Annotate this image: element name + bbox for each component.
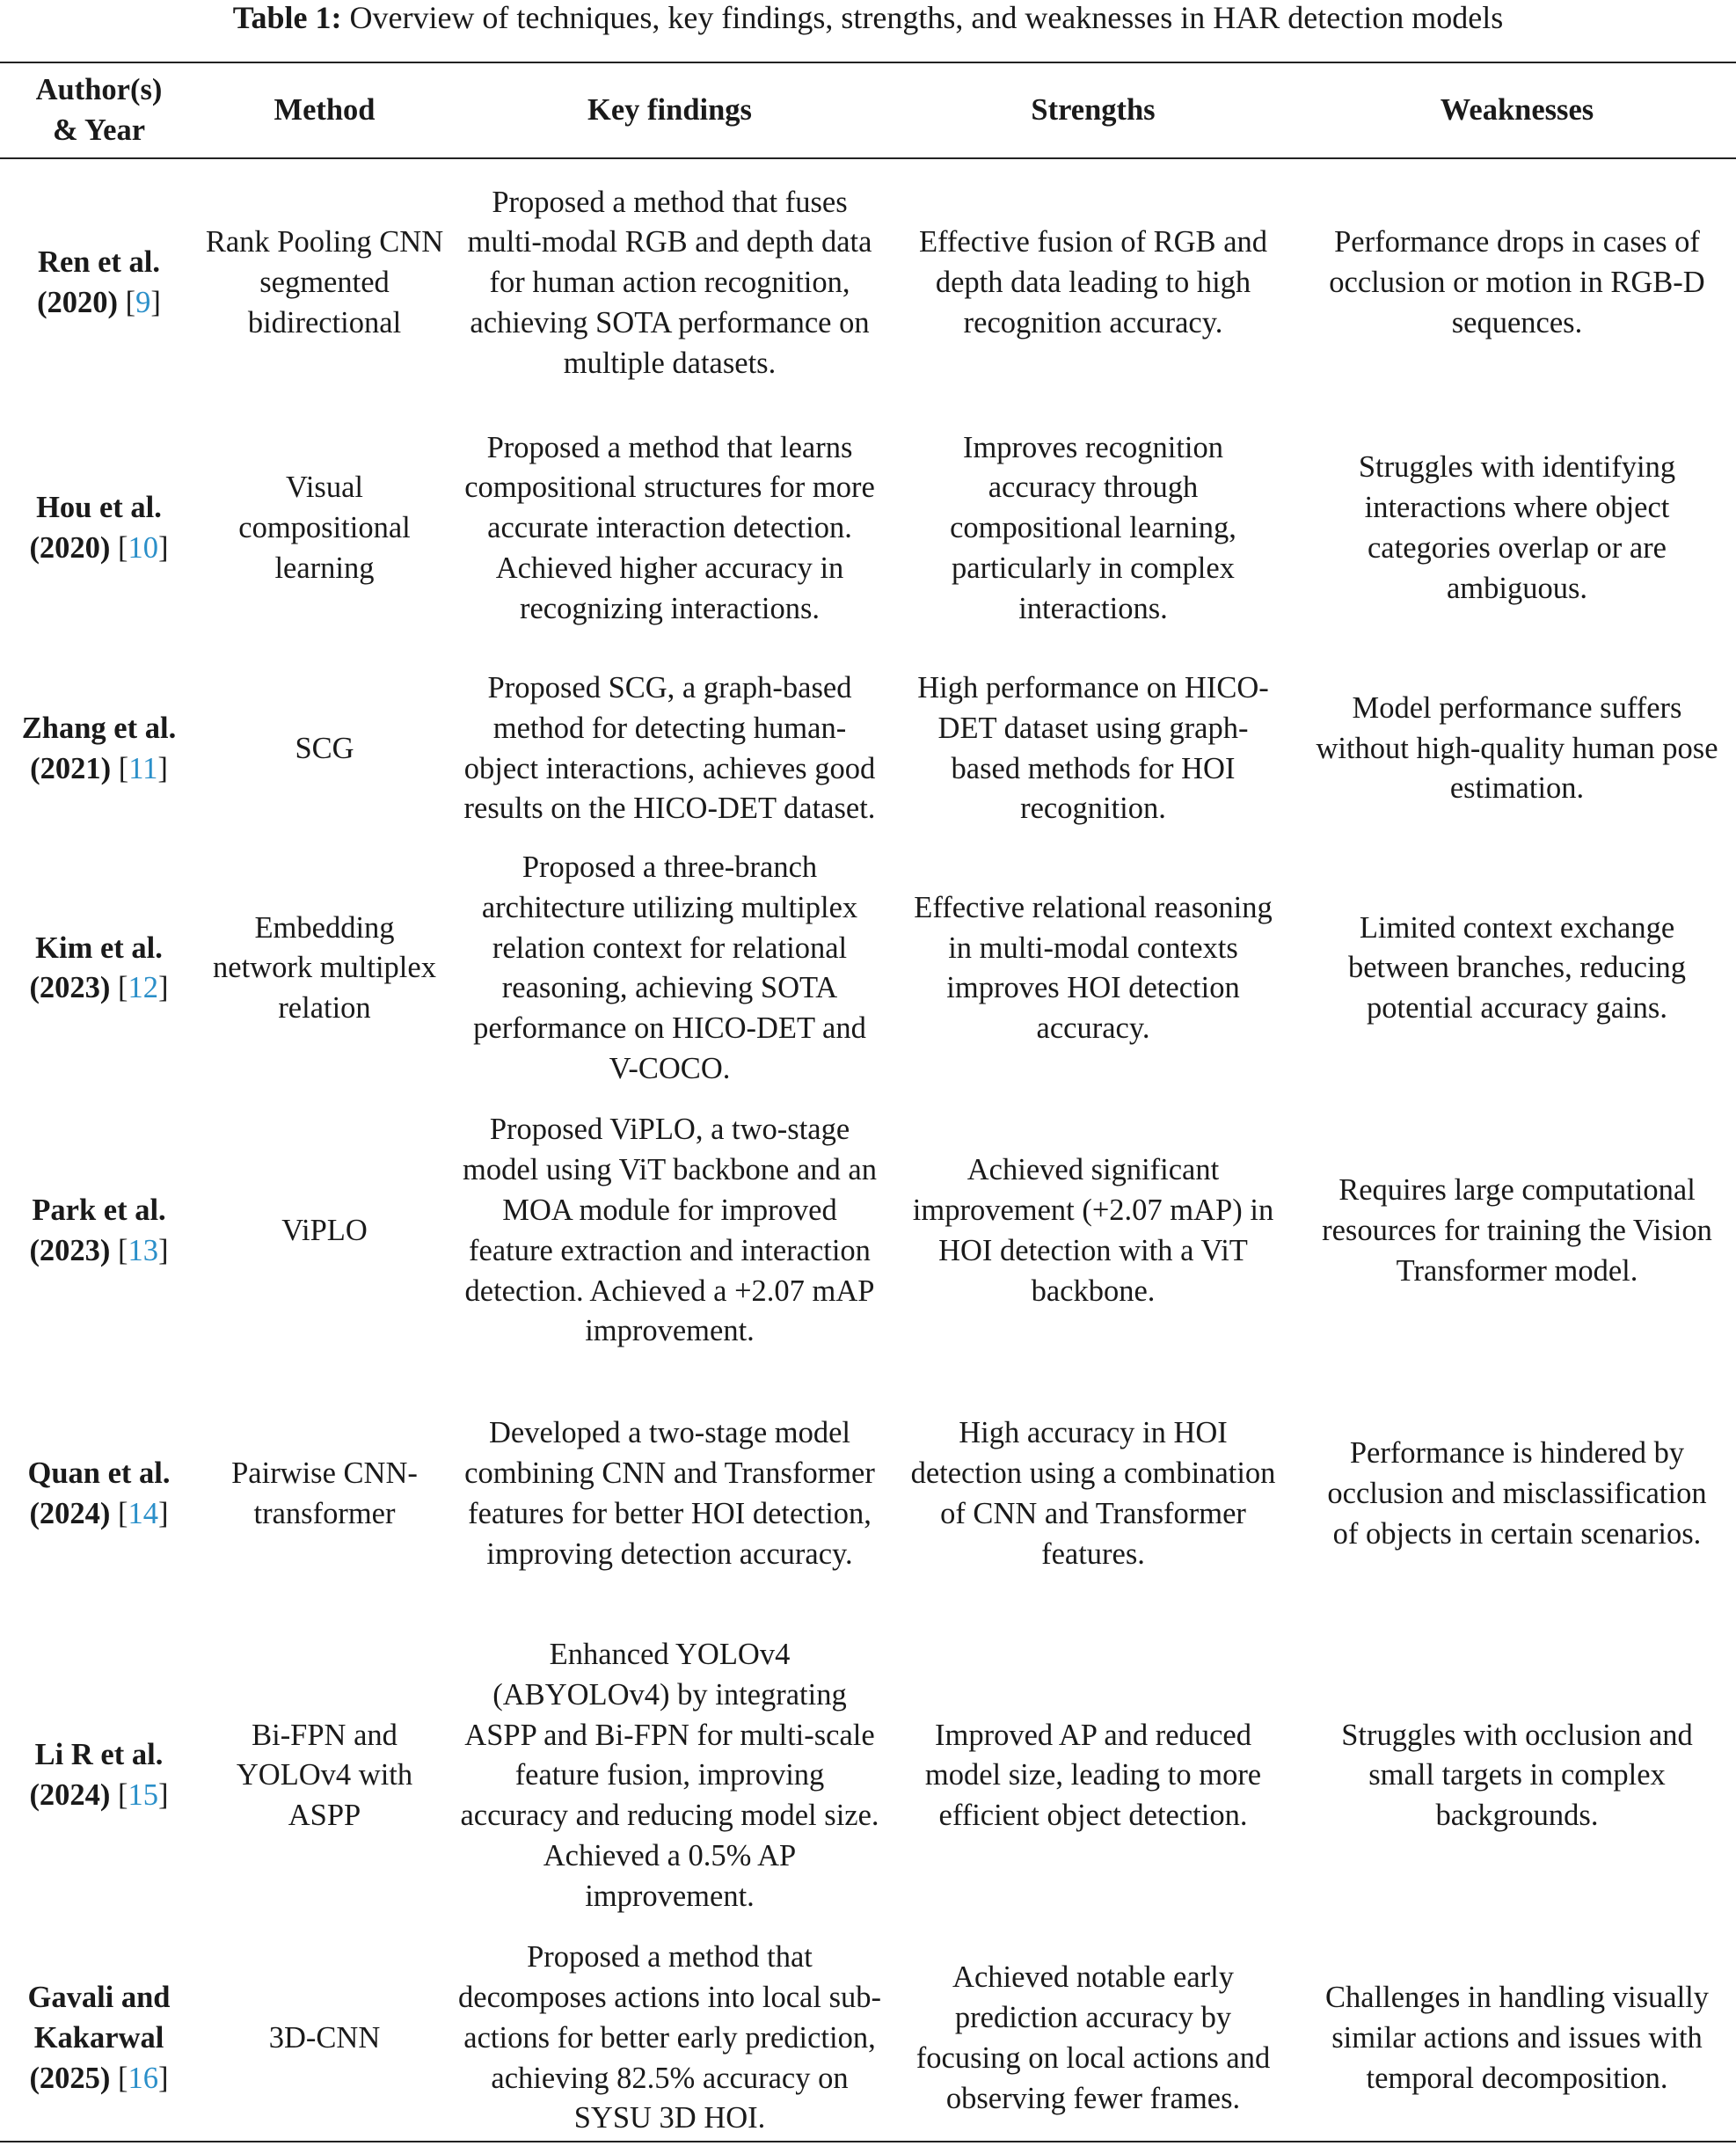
weaknesses-cell: Performance drops in cases of occlusion … (1329, 225, 1705, 339)
weaknesses-cell: Challenges in handling visually similar … (1298, 1936, 1736, 2142)
author-year: Gavali and Kakarwal (2025) (27, 1981, 171, 2095)
method-cell: Bi-FPN and YOLOv4 with ASPP (236, 1718, 413, 1833)
weaknesses-cell: Model performance suffers without high-q… (1316, 690, 1718, 806)
citation-link[interactable]: [16] (118, 2061, 169, 2095)
strengths-cell: Achieved notable early prediction accura… (888, 1936, 1298, 2142)
header-method: Method (198, 62, 451, 159)
header-strengths: Strengths (888, 62, 1298, 159)
citation-link[interactable]: [9] (125, 286, 161, 319)
author-year-cell: Ren et al. (2020) [9] (0, 158, 198, 407)
header-weaknesses: Weaknesses (1298, 62, 1736, 159)
key-findings-cell: Developed a two-stage model combining CN… (464, 1416, 875, 1571)
weaknesses-cell: Performance is hindered by occlusion and… (1327, 1436, 1707, 1551)
weaknesses-cell: Struggles with identifying interactions … (1358, 450, 1676, 605)
key-findings-cell: Proposed ViPLO, a two-stage model using … (463, 1113, 877, 1348)
table-row: Hou et al. (2020) [10] Visual composition… (0, 407, 1736, 650)
citation-link[interactable]: [15] (118, 1778, 169, 1813)
citation-number[interactable]: 9 (135, 286, 151, 319)
table-row: Quan et al. (2024) [14] Pairwise CNN-tran… (0, 1373, 1736, 1616)
strengths-cell: Improved AP and reduced model size, lead… (924, 1718, 1262, 1833)
table-row: Kim et al. (2023) [12] Embedding network … (0, 848, 1736, 1090)
author-year-cell: Park et al. (2023) [13] (0, 1090, 198, 1373)
har-models-table: Author(s) & Year Method Key findings Str… (0, 62, 1736, 2142)
author-year-cell: Gavali and Kakarwal (2025) [16] (0, 1936, 198, 2142)
author-year: Park et al. (2023) (29, 1193, 166, 1267)
table-body: Ren et al. (2020) [9] Rank Pooling CNN se… (0, 158, 1736, 2142)
method-cell: ViPLO (281, 1213, 368, 1247)
key-findings-cell: Proposed a method that learns compositio… (464, 430, 875, 625)
key-findings-cell: Proposed a method that decomposes action… (451, 1936, 888, 2142)
strengths-cell: Achieved significant improvement (+2.07 … (912, 1153, 1274, 1308)
citation-number[interactable]: 12 (128, 971, 159, 1005)
caption-label: Table 1: (232, 0, 342, 35)
table-row: Zhang et al. (2021) [11] SCG Proposed SCG,… (0, 650, 1736, 848)
key-findings-cell: Proposed a method that fuses multi-modal… (467, 185, 872, 380)
header-author-year: Author(s) & Year (0, 62, 198, 159)
author-year: Li R et al. (2024) (29, 1738, 164, 1813)
weaknesses-cell: Requires large computational resources f… (1322, 1173, 1712, 1288)
citation-link[interactable]: [12] (118, 971, 169, 1005)
author-year-cell: Kim et al. (2023) [12] (0, 848, 198, 1090)
author-year-cell: Zhang et al. (2021) [11] (0, 650, 198, 848)
author-year: Ren et al. (2020) (37, 245, 160, 319)
method-cell: Visual compositional learning (238, 471, 411, 585)
table-row: Li R et al. (2024) [15] Bi-FPN and YOLOv4… (0, 1616, 1736, 1937)
author-year: Quan et al. (2024) (27, 1456, 171, 1530)
header-key-findings: Key findings (451, 62, 888, 159)
table-row: Park et al. (2023) [13] ViPLO Proposed ViP… (0, 1090, 1736, 1373)
citation-number[interactable]: 13 (128, 1233, 159, 1267)
strengths-cell: Improves recognition accuracy through co… (950, 430, 1236, 625)
table-row: Ren et al. (2020) [9] Rank Pooling CNN se… (0, 158, 1736, 407)
table-caption: Table 1: Overview of techniques, key fin… (0, 0, 1736, 35)
citation-number[interactable]: 10 (128, 531, 159, 565)
citation-link[interactable]: [10] (118, 531, 169, 565)
strengths-cell: High accuracy in HOI detection using a c… (910, 1416, 1276, 1571)
method-cell: Pairwise CNN-transformer (231, 1456, 418, 1530)
key-findings-cell: Proposed SCG, a graph-based method for d… (463, 670, 876, 826)
method-cell: Rank Pooling CNN segmented bidirectional (205, 225, 444, 339)
author-year: Kim et al. (2023) (29, 931, 163, 1005)
weaknesses-cell: Struggles with occlusion and small targe… (1341, 1718, 1693, 1833)
citation-number[interactable]: 11 (128, 751, 158, 785)
weaknesses-cell: Limited context exchange between branche… (1347, 910, 1687, 1026)
author-year-cell: Li R et al. (2024) [15] (0, 1616, 198, 1937)
method-cell: 3D-CNN (198, 1936, 451, 2142)
citation-link[interactable]: [13] (118, 1233, 169, 1267)
author-year-cell: Hou et al. (2020) [10] (0, 407, 198, 650)
key-findings-cell: Enhanced YOLOv4 (ABYOLOv4) by integratin… (460, 1637, 879, 1913)
author-year: Hou et al. (2020) (29, 491, 162, 565)
citation-link[interactable]: [11] (118, 751, 168, 785)
header-row: Author(s) & Year Method Key findings Str… (0, 62, 1736, 159)
caption-text: Overview of techniques, key findings, st… (349, 0, 1504, 35)
citation-link[interactable]: [14] (118, 1496, 169, 1530)
strengths-cell: Effective relational reasoning in multi-… (914, 890, 1273, 1046)
author-year-cell: Quan et al. (2024) [14] (0, 1373, 198, 1616)
citation-number[interactable]: 14 (128, 1496, 159, 1530)
key-findings-cell: Proposed a three-branch architecture uti… (473, 850, 866, 1085)
strengths-cell: High performance on HICO-DET dataset usi… (917, 670, 1269, 826)
table-row: Gavali and Kakarwal (2025) [16] 3D-CNN Pro… (0, 1936, 1736, 2142)
strengths-cell: Effective fusion of RGB and depth data l… (918, 225, 1268, 339)
author-year: Zhang et al. (2021) (21, 711, 177, 785)
citation-number[interactable]: 15 (128, 1778, 159, 1813)
method-cell: Embedding network multiplex relation (213, 910, 436, 1026)
method-cell: SCG (295, 731, 354, 765)
citation-number[interactable]: 16 (128, 2061, 159, 2095)
